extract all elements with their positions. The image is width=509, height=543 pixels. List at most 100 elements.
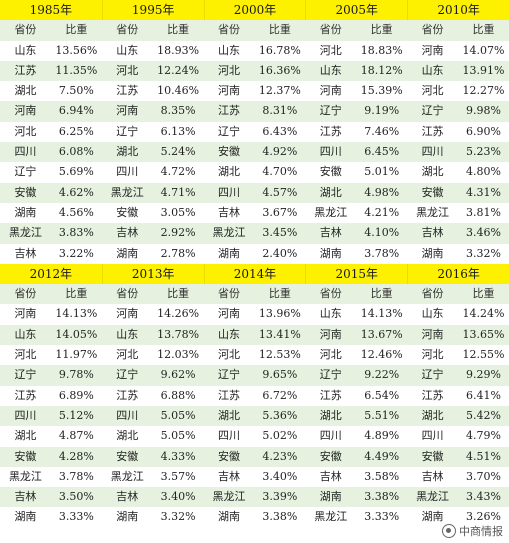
share-cell: 13.67%: [356, 324, 408, 346]
province-column-header: 省份: [101, 284, 153, 305]
share-cell: 13.41%: [254, 324, 306, 346]
province-cell: 江苏: [407, 385, 459, 406]
province-cell: 安徽: [305, 162, 357, 183]
share-cell: 12.46%: [356, 345, 408, 366]
province-cell: 河北: [407, 345, 459, 366]
province-cell: 河南: [305, 81, 357, 102]
year-label: 2012年: [0, 263, 102, 285]
share-cell: 18.12%: [356, 60, 408, 82]
share-cell: 3.81%: [458, 202, 509, 224]
province-cell: 湖南: [0, 202, 51, 224]
share-cell: 9.62%: [152, 365, 204, 386]
share-cell: 4.33%: [152, 446, 204, 467]
share-cell: 8.35%: [152, 101, 204, 122]
share-cell: 5.42%: [458, 405, 509, 427]
share-cell: 14.13%: [50, 304, 102, 325]
table-row: 江苏 11.35% 河北 12.24% 河北 16.36% 山东 18.12% 山东 13.91%: [0, 60, 509, 82]
column-header-row: 省份 比重 省份 比重 省份 比重 省份 比重 省份 比重: [0, 20, 509, 41]
province-cell: 山东: [203, 40, 255, 61]
province-column-header: 省份: [0, 20, 51, 41]
share-cell: 5.01%: [356, 162, 408, 183]
share-cell: 14.05%: [50, 324, 102, 346]
share-cell: 5.23%: [458, 142, 509, 163]
share-cell: 6.90%: [458, 121, 509, 143]
province-cell: 河北: [0, 345, 51, 366]
province-cell: 辽宁: [305, 101, 357, 122]
province-cell: 河南: [101, 304, 153, 325]
province-cell: 四川: [0, 405, 51, 427]
province-cell: 黑龙江: [101, 182, 153, 203]
province-cell: 湖北: [407, 405, 459, 427]
share-cell: 14.07%: [458, 40, 509, 61]
province-cell: 山东: [305, 60, 357, 82]
province-column-header: 省份: [305, 20, 357, 41]
share-cell: 5.02%: [254, 426, 306, 447]
province-cell: 安徽: [0, 182, 51, 203]
share-cell: 3.58%: [356, 466, 408, 488]
share-cell: 11.97%: [50, 345, 102, 366]
province-cell: 吉林: [0, 487, 51, 508]
share-cell: 12.53%: [254, 345, 306, 366]
province-cell: 湖北: [305, 405, 357, 427]
year-label: 2014年: [203, 263, 306, 285]
province-cell: 四川: [305, 426, 357, 447]
province-cell: 江苏: [203, 101, 255, 122]
province-cell: 黑龙江: [305, 507, 357, 528]
share-cell: 4.49%: [356, 446, 408, 467]
province-cell: 江苏: [305, 121, 357, 143]
share-cell: 11.35%: [50, 60, 102, 82]
table-row: 辽宁 9.78% 辽宁 9.62% 辽宁 9.65% 辽宁 9.22% 辽宁 9.29%: [0, 365, 509, 386]
watermark-text: 中商情报: [459, 525, 503, 538]
province-cell: 河南: [0, 101, 51, 122]
province-cell: 山东: [0, 324, 51, 346]
share-cell: 4.28%: [50, 446, 102, 467]
province-cell: 江苏: [203, 385, 255, 406]
share-cell: 4.23%: [254, 446, 306, 467]
share-cell: 7.50%: [50, 81, 102, 102]
province-cell: 黑龙江: [305, 202, 357, 224]
share-cell: 13.78%: [152, 324, 204, 346]
province-cell: 湖南: [0, 507, 51, 528]
province-cell: 河北: [101, 345, 153, 366]
province-cell: 湖北: [0, 426, 51, 447]
province-cell: 辽宁: [407, 365, 459, 386]
share-column-header: 比重: [152, 284, 204, 305]
share-column-header: 比重: [50, 284, 102, 305]
share-cell: 9.29%: [458, 365, 509, 386]
share-cell: 9.19%: [356, 101, 408, 122]
province-cell: 黑龙江: [0, 466, 51, 488]
province-column-header: 省份: [407, 20, 459, 41]
province-cell: 安徽: [203, 446, 255, 467]
year-label: 2013年: [101, 263, 204, 285]
province-cell: 河北: [305, 40, 357, 61]
province-cell: 河北: [0, 121, 51, 143]
share-cell: 9.22%: [356, 365, 408, 386]
year-label: 2016年: [407, 263, 509, 285]
province-cell: 山东: [203, 324, 255, 346]
share-cell: 14.24%: [458, 304, 509, 325]
share-cell: 2.92%: [152, 223, 204, 244]
share-cell: 3.05%: [152, 202, 204, 224]
share-cell: 4.89%: [356, 426, 408, 447]
year-label: 2005年: [305, 0, 408, 21]
share-cell: 6.89%: [50, 385, 102, 406]
province-cell: 安徽: [203, 142, 255, 163]
share-cell: 4.72%: [152, 162, 204, 183]
province-cell: 湖北: [101, 142, 153, 163]
share-cell: 3.50%: [50, 487, 102, 508]
share-cell: 13.65%: [458, 324, 509, 346]
share-cell: 4.79%: [458, 426, 509, 447]
share-cell: 3.78%: [50, 466, 102, 488]
province-column-header: 省份: [407, 284, 459, 305]
province-cell: 黑龙江: [101, 466, 153, 488]
share-cell: 6.41%: [458, 385, 509, 406]
table-row: 黑龙江 3.83% 吉林 2.92% 黑龙江 3.45% 吉林 4.10% 吉林 3.46%: [0, 223, 509, 244]
year-label: 2000年: [203, 0, 306, 21]
province-cell: 四川: [0, 142, 51, 163]
province-cell: 安徽: [407, 182, 459, 203]
table-row: 河南 14.13% 河南 14.26% 河南 13.96% 山东 14.13% 山东 14.24%: [0, 304, 509, 325]
table-row: 安徽 4.62% 黑龙江 4.71% 四川 4.57% 湖北 4.98% 安徽 4.31%: [0, 182, 509, 203]
share-cell: 4.51%: [458, 446, 509, 467]
table-row: 山东 14.05% 山东 13.78% 山东 13.41% 河南 13.67% 河南 13.65%: [0, 324, 509, 346]
share-cell: 18.83%: [356, 40, 408, 61]
